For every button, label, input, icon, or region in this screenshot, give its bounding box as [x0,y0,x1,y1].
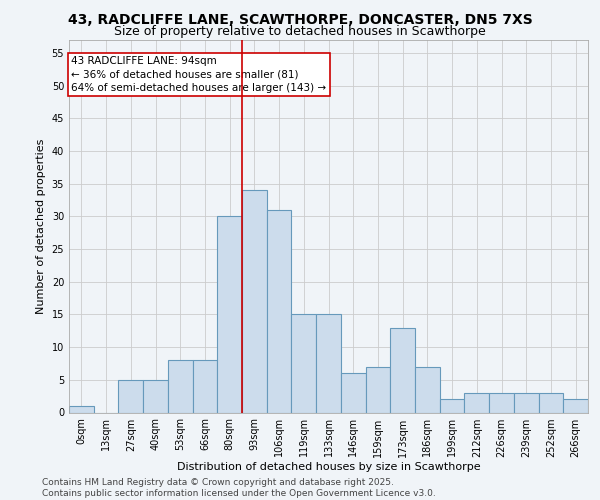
Text: Size of property relative to detached houses in Scawthorpe: Size of property relative to detached ho… [114,25,486,38]
Bar [563,400,588,412]
Bar [365,367,390,412]
Bar [489,393,514,412]
Bar [292,314,316,412]
Bar [143,380,168,412]
X-axis label: Distribution of detached houses by size in Scawthorpe: Distribution of detached houses by size … [176,462,481,472]
Bar [539,393,563,412]
Bar [118,380,143,412]
Text: 43, RADCLIFFE LANE, SCAWTHORPE, DONCASTER, DN5 7XS: 43, RADCLIFFE LANE, SCAWTHORPE, DONCASTE… [68,12,532,26]
Bar [390,328,415,412]
Bar [69,406,94,412]
Bar [168,360,193,412]
Text: Contains HM Land Registry data © Crown copyright and database right 2025.
Contai: Contains HM Land Registry data © Crown c… [42,478,436,498]
Bar [464,393,489,412]
Bar [316,314,341,412]
Bar [514,393,539,412]
Bar [341,374,365,412]
Bar [217,216,242,412]
Text: 43 RADCLIFFE LANE: 94sqm
← 36% of detached houses are smaller (81)
64% of semi-d: 43 RADCLIFFE LANE: 94sqm ← 36% of detach… [71,56,326,92]
Bar [415,367,440,412]
Bar [242,190,267,412]
Y-axis label: Number of detached properties: Number of detached properties [36,138,46,314]
Bar [193,360,217,412]
Bar [267,210,292,412]
Bar [440,400,464,412]
